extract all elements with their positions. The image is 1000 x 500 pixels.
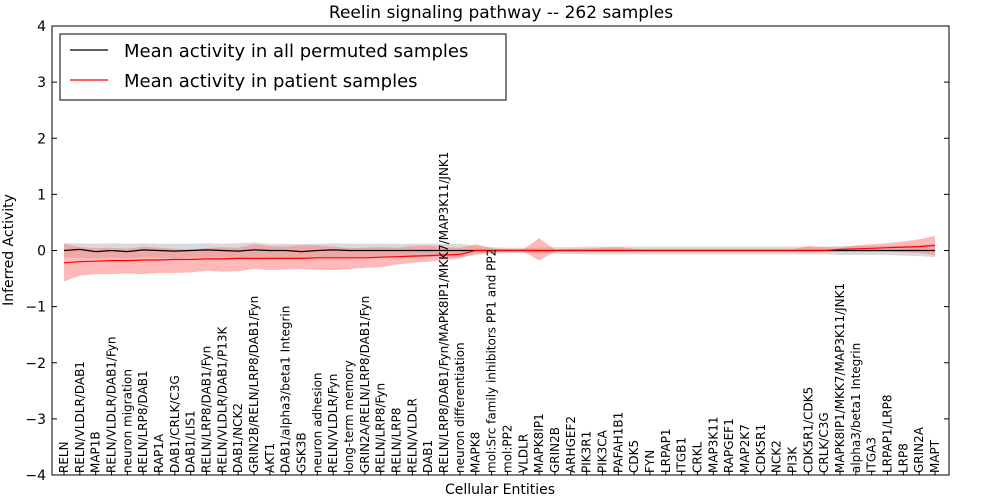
xtick-label: ITGA3 — [865, 437, 879, 473]
xtick-label: RELN/VLDLR/DAB1 — [73, 361, 87, 473]
xtick-label: CDK5 — [627, 440, 641, 473]
ytick-label: 1 — [37, 187, 46, 203]
legend-label-permuted: Mean activity in all permuted samples — [124, 41, 468, 62]
xtick-label: neuron adhesion — [310, 372, 324, 473]
legend-label-patient: Mean activity in patient samples — [124, 71, 418, 92]
xtick-label: RELN/VLDLR/Fyn — [326, 374, 340, 473]
ytick-label: 0 — [37, 244, 46, 260]
xtick-label: LRP8 — [896, 443, 910, 473]
ytick-label: −2 — [25, 356, 46, 372]
xtick-label: mol:Src family inhibitors PP1 and PP2 — [485, 249, 499, 473]
xtick-label: PIK3CA — [595, 429, 609, 473]
xtick-label: DAB1/alpha3/beta1 Integrin — [279, 306, 293, 473]
xtick-label: neuron differentiation — [453, 342, 467, 473]
xtick-label: MAP1B — [89, 431, 103, 473]
line-series-1 — [63, 244, 936, 264]
ytick-label: −3 — [25, 412, 46, 428]
xtick-label: CRKL — [691, 441, 705, 473]
y-axis-label: Inferred Activity — [1, 194, 17, 306]
xtick-label: GRIN2A — [912, 426, 926, 473]
band-series-1 — [64, 235, 935, 282]
xtick-label: DAB1/NCK2 — [231, 403, 245, 473]
xtick-label: DAB1/CRLK/C3G — [168, 375, 182, 473]
ytick-label: 4 — [37, 19, 46, 35]
xtick-label: RELN/LRP8/Fyn — [374, 383, 388, 473]
xtick-label: MAPK8IP1/MKK7/MAP3K11/JNK1 — [833, 283, 847, 473]
xtick-label: NCK2 — [770, 440, 784, 473]
xtick-label: PAFAH1B1 — [611, 412, 625, 473]
xtick-label: RELN/LRP8/DAB1 — [136, 370, 150, 473]
xtick-label: mol:PP2 — [500, 424, 514, 473]
xtick-label: DAB1/LIS1 — [184, 410, 198, 473]
xtick-label: RELN/VLDLR/DAB1/Fyn — [105, 337, 119, 473]
xtick-label: PIK3R1 — [580, 431, 594, 473]
legend: Mean activity in all permuted samples Me… — [59, 33, 507, 101]
xtick-label: RELN/LRP8/DAB1/Fyn/MAPK8IP1/MKK7/MAP3K11… — [437, 152, 451, 473]
xtick-label: RAPGEF1 — [722, 418, 736, 473]
xtick-label: RELN/VLDLR — [405, 398, 419, 473]
xtick-label: RELN/LRP8/DAB1/Fyn — [200, 346, 214, 473]
xtick-label: MAP2K7 — [738, 424, 752, 473]
xtick-label: neuron migration — [120, 369, 134, 473]
ytick-label: −1 — [25, 300, 46, 316]
xtick-label: CDK5R1 — [754, 424, 768, 473]
xtick-label: ARHGEF2 — [564, 416, 578, 473]
xtick-label: GRIN2A/RELN/LRP8/DAB1/Fyn — [358, 296, 372, 473]
xtick-label: LRPAP1/LRP8 — [881, 394, 895, 473]
ytick-label: 3 — [37, 75, 46, 91]
xtick-label: GRIN2B/RELN/LRP8/DAB1/Fyn — [247, 296, 261, 473]
plot-frame — [51, 25, 950, 476]
xtick-label: GRIN2B — [548, 427, 562, 473]
ytick-label: −4 — [25, 468, 46, 484]
xtick-label: RAP1A — [152, 433, 166, 473]
xtick-label: LRPAP1 — [659, 428, 673, 473]
xtick-label: CDK5R1/CDK5 — [801, 387, 815, 473]
xtick-label: RELN/LRP8 — [390, 407, 404, 473]
chart-title: Reelin signaling pathway -- 262 samples — [329, 3, 673, 23]
xtick-label: RELN/VLDLR/DAB1/P13K — [215, 326, 229, 473]
legend-frame — [59, 33, 507, 101]
xtick-label: MAPT — [928, 439, 942, 473]
xtick-label: RELN — [57, 441, 71, 473]
xtick-label: MAPK8IP1 — [532, 413, 546, 473]
xtick-label: DAB1 — [421, 440, 435, 473]
xtick-label: MAPK8 — [469, 432, 483, 473]
xtick-label: CRLK/C3G — [817, 412, 831, 473]
xtick-label: long-term memory — [342, 360, 356, 473]
xtick-label: alpha3/beta1 Integrin — [849, 343, 863, 473]
xtick-label: PI3K — [786, 446, 800, 473]
ytick-label: 2 — [37, 131, 46, 147]
xtick-label: MAP3K11 — [706, 416, 720, 473]
xtick-label: VLDLR — [516, 434, 530, 473]
xtick-label: GSK3B — [295, 432, 309, 473]
xtick-label: AKT1 — [263, 443, 277, 473]
xtick-label: FYN — [643, 450, 657, 473]
xtick-label: ITGB1 — [675, 437, 689, 473]
x-axis-label: Cellular Entities — [445, 482, 555, 498]
